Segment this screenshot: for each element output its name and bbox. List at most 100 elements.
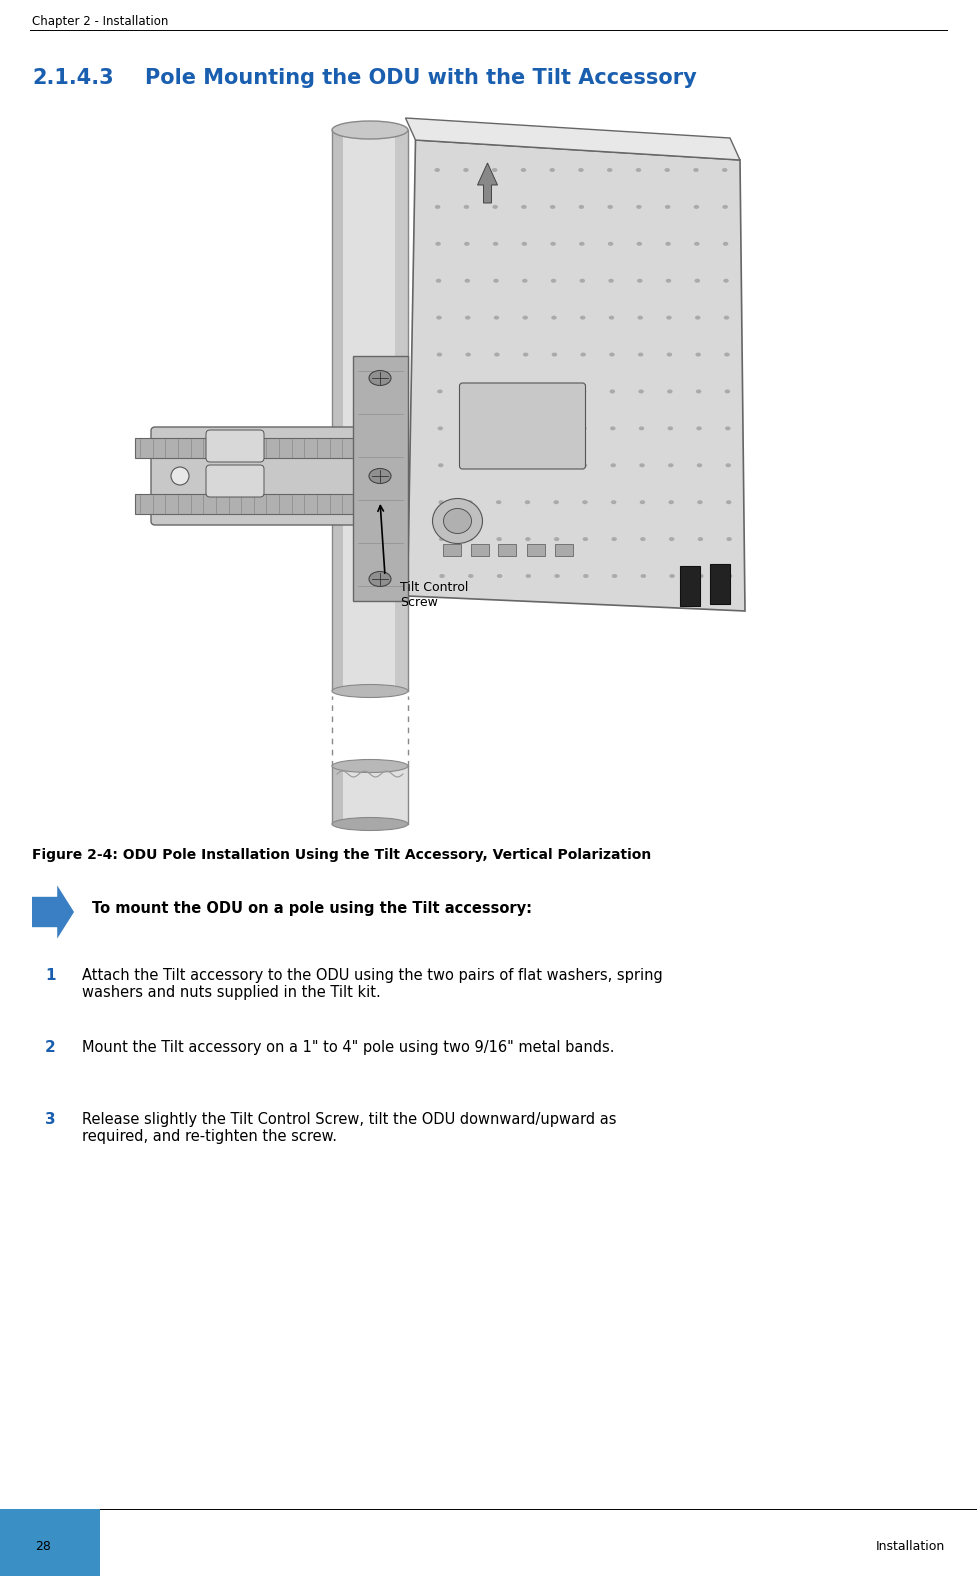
Ellipse shape <box>523 353 529 356</box>
Ellipse shape <box>554 574 560 578</box>
Ellipse shape <box>609 279 614 282</box>
Ellipse shape <box>610 353 615 356</box>
Ellipse shape <box>468 574 474 578</box>
Ellipse shape <box>526 574 531 578</box>
Ellipse shape <box>553 463 559 466</box>
Ellipse shape <box>669 574 675 578</box>
Ellipse shape <box>582 500 588 504</box>
Ellipse shape <box>437 389 443 394</box>
Ellipse shape <box>722 205 728 210</box>
Bar <box>498 544 517 556</box>
Ellipse shape <box>612 537 616 541</box>
Text: Attach the Tilt accessory to the ODU using the two pairs of flat washers, spring: Attach the Tilt accessory to the ODU usi… <box>82 968 662 1001</box>
Ellipse shape <box>553 500 559 504</box>
Ellipse shape <box>554 537 560 541</box>
Ellipse shape <box>665 279 671 282</box>
Ellipse shape <box>609 315 615 320</box>
Ellipse shape <box>581 427 587 430</box>
Ellipse shape <box>467 463 472 466</box>
Ellipse shape <box>723 279 729 282</box>
Ellipse shape <box>436 241 441 246</box>
Ellipse shape <box>464 205 469 210</box>
Ellipse shape <box>524 427 530 430</box>
Ellipse shape <box>611 500 616 504</box>
Ellipse shape <box>724 315 729 320</box>
Ellipse shape <box>612 574 617 578</box>
Ellipse shape <box>435 169 440 172</box>
Ellipse shape <box>666 315 672 320</box>
Ellipse shape <box>578 169 583 172</box>
Ellipse shape <box>496 537 502 541</box>
Ellipse shape <box>465 315 471 320</box>
Ellipse shape <box>497 574 502 578</box>
Ellipse shape <box>466 427 472 430</box>
Ellipse shape <box>549 169 555 172</box>
Ellipse shape <box>444 509 472 534</box>
Text: 3: 3 <box>45 1113 56 1127</box>
Ellipse shape <box>522 241 528 246</box>
Ellipse shape <box>551 279 556 282</box>
Ellipse shape <box>725 389 730 394</box>
Ellipse shape <box>583 574 588 578</box>
Bar <box>555 544 573 556</box>
Ellipse shape <box>581 389 586 394</box>
Ellipse shape <box>524 389 529 394</box>
Ellipse shape <box>369 572 391 586</box>
Ellipse shape <box>436 315 442 320</box>
Ellipse shape <box>697 463 702 466</box>
Ellipse shape <box>694 241 700 246</box>
Ellipse shape <box>436 279 442 282</box>
Ellipse shape <box>440 574 445 578</box>
Ellipse shape <box>494 389 500 394</box>
Ellipse shape <box>695 279 701 282</box>
Ellipse shape <box>608 205 613 210</box>
Text: 2.1.4.3: 2.1.4.3 <box>32 68 113 88</box>
Ellipse shape <box>698 537 703 541</box>
Ellipse shape <box>439 500 444 504</box>
Ellipse shape <box>468 537 473 541</box>
Text: Mount the Tilt accessory on a 1" to 4" pole using two 9/16" metal bands.: Mount the Tilt accessory on a 1" to 4" p… <box>82 1040 615 1054</box>
Ellipse shape <box>466 389 471 394</box>
Ellipse shape <box>550 205 555 210</box>
Ellipse shape <box>638 353 644 356</box>
Ellipse shape <box>697 427 701 430</box>
Polygon shape <box>478 162 497 203</box>
Ellipse shape <box>667 427 673 430</box>
Ellipse shape <box>550 241 556 246</box>
Bar <box>135 438 385 459</box>
Ellipse shape <box>492 205 498 210</box>
Bar <box>332 129 343 690</box>
Ellipse shape <box>725 427 731 430</box>
Text: 28: 28 <box>35 1540 51 1552</box>
Bar <box>332 766 343 824</box>
Ellipse shape <box>636 169 641 172</box>
Ellipse shape <box>438 427 443 430</box>
Ellipse shape <box>332 684 408 698</box>
Ellipse shape <box>639 463 645 466</box>
Ellipse shape <box>439 537 445 541</box>
Ellipse shape <box>579 279 585 282</box>
Ellipse shape <box>607 169 613 172</box>
Ellipse shape <box>521 205 527 210</box>
Text: Tilt Control
Screw: Tilt Control Screw <box>400 582 468 608</box>
Text: Release slightly the Tilt Control Screw, tilt the ODU downward/upward as
require: Release slightly the Tilt Control Screw,… <box>82 1113 616 1144</box>
Ellipse shape <box>665 241 671 246</box>
Bar <box>332 766 408 824</box>
Ellipse shape <box>492 169 497 172</box>
Ellipse shape <box>722 169 728 172</box>
Ellipse shape <box>496 500 501 504</box>
Ellipse shape <box>696 353 701 356</box>
Ellipse shape <box>699 574 703 578</box>
Ellipse shape <box>332 121 408 139</box>
Ellipse shape <box>467 500 473 504</box>
Ellipse shape <box>552 353 557 356</box>
Ellipse shape <box>433 498 483 544</box>
Ellipse shape <box>696 389 701 394</box>
Ellipse shape <box>551 315 557 320</box>
Ellipse shape <box>666 353 672 356</box>
FancyBboxPatch shape <box>206 430 264 462</box>
Ellipse shape <box>495 463 501 466</box>
Ellipse shape <box>578 205 584 210</box>
FancyBboxPatch shape <box>151 427 389 525</box>
Ellipse shape <box>492 241 498 246</box>
